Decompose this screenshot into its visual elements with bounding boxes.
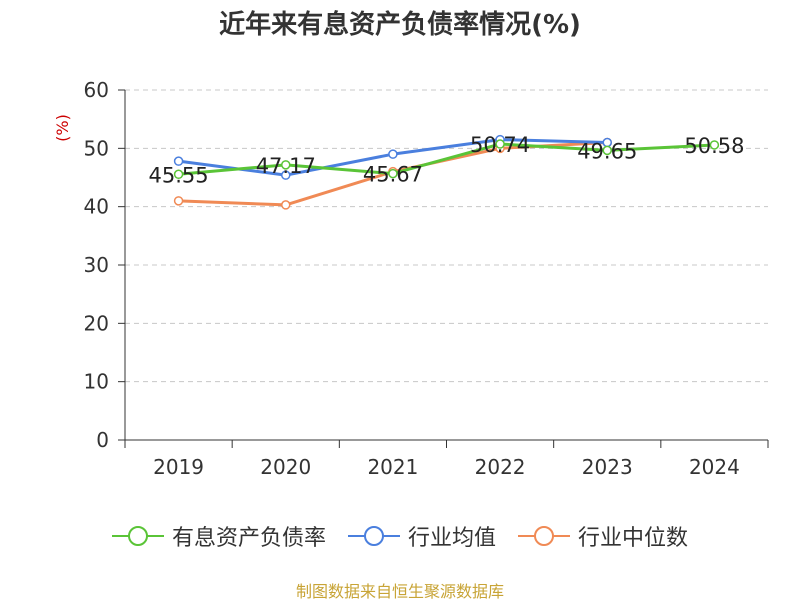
y-axis-label: (%)	[53, 114, 72, 142]
x-tick-label: 2019	[153, 455, 204, 479]
data-point-0	[602, 145, 612, 156]
data-point-0	[281, 160, 291, 170]
legend-label: 有息资产负债率	[171, 526, 326, 551]
legend-marker-icon	[518, 526, 570, 546]
data-point-0	[709, 140, 720, 150]
data-label: 50.58	[684, 134, 744, 158]
legend-item-series-1[interactable]: 行业均值	[347, 520, 496, 552]
legend-item-series-2[interactable]: 行业中位数	[518, 520, 688, 552]
data-point-0	[495, 139, 505, 149]
x-tick-label: 2022	[475, 455, 526, 479]
data-label: 45.55	[149, 163, 209, 187]
x-tick-label: 2021	[367, 455, 418, 479]
source-note: 制图数据来自恒生聚源数据库	[295, 582, 504, 601]
data-point-1	[173, 156, 184, 166]
y-tick-label: 20	[84, 311, 109, 335]
y-tick-label: 0	[96, 428, 109, 452]
series-line-0	[178, 142, 715, 176]
y-tick-label: 40	[84, 195, 109, 219]
y-tick-label: 30	[84, 253, 109, 277]
x-tick-label: 2024	[689, 455, 740, 479]
data-point-2	[173, 196, 184, 206]
data-label: 45.67	[363, 163, 423, 187]
legend-label: 行业中位数	[578, 526, 689, 551]
data-point-0	[388, 168, 398, 179]
legend-label: 行业均值	[407, 526, 496, 551]
legend-marker-icon	[111, 526, 164, 546]
data-label: 49.65	[577, 139, 637, 163]
data-label: 47.17	[256, 154, 316, 178]
x-tick-label: 2020	[260, 455, 311, 479]
data-point-0	[173, 169, 184, 180]
data-point-1	[281, 170, 291, 180]
legend: 有息资产负债率 行业均值 行业中位数	[0, 518, 800, 554]
chart-title: 近年来有息资产负债率情况(%)	[219, 10, 581, 40]
y-tick-label: 50	[84, 136, 109, 160]
data-point-1	[388, 149, 398, 159]
data-point-2	[281, 200, 291, 210]
x-tick-label: 2023	[582, 455, 633, 479]
data-label: 50.74	[470, 133, 530, 157]
y-tick-label: 60	[84, 78, 109, 102]
legend-item-series-0[interactable]: 有息资产负债率	[111, 520, 326, 552]
legend-marker-icon	[347, 526, 400, 546]
y-tick-label: 10	[84, 370, 109, 394]
